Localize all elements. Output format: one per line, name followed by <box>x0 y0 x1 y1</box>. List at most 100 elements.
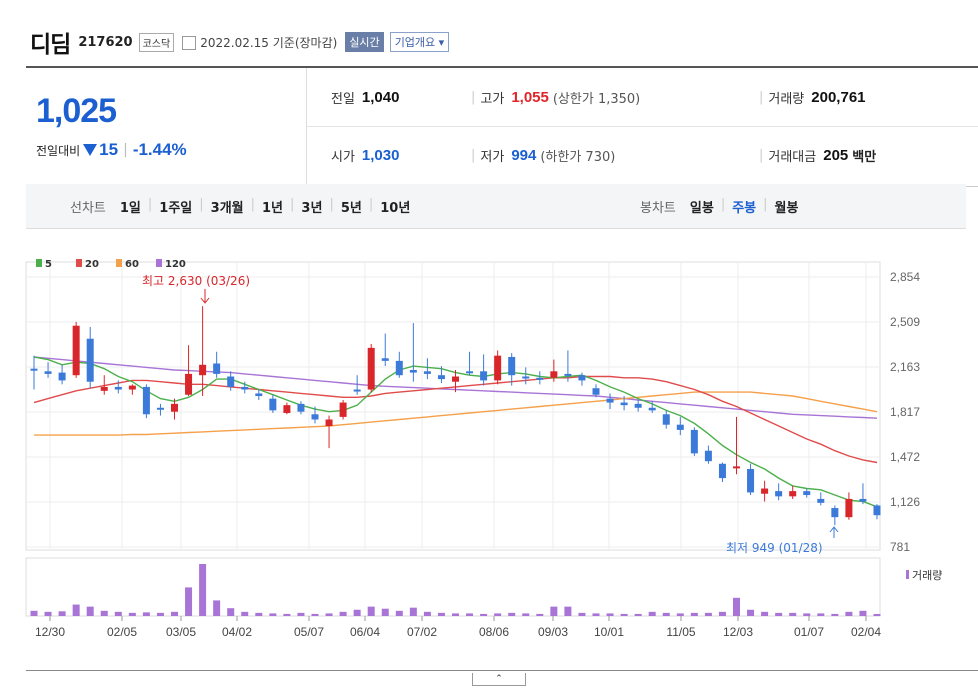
volume-bar <box>128 612 136 616</box>
candle-body <box>775 491 783 497</box>
current-price-box: 1,025 전일대비 15 | -1.44% <box>26 68 307 186</box>
low-annotation: 최저 949 (01/28) <box>726 541 823 555</box>
volume-bar <box>620 613 628 616</box>
volume-bar <box>325 613 333 616</box>
candle-body <box>367 347 375 390</box>
change-label: 전일대비 <box>36 143 81 158</box>
volume-bar <box>775 612 783 616</box>
company-overview-label: 기업개요 <box>394 36 436 49</box>
divider: | <box>290 196 295 212</box>
high-arrow-head <box>200 297 210 304</box>
company-overview-button[interactable]: 기업개요 ▾ <box>389 32 450 52</box>
legend-swatch <box>76 259 82 267</box>
candle-body <box>578 375 586 381</box>
volume-bar <box>718 611 726 616</box>
tab-line-4[interactable]: 3년 <box>301 200 323 216</box>
y-tick-label: 1,472 <box>890 450 920 464</box>
candle-body <box>100 386 108 391</box>
candle-body <box>480 371 488 381</box>
volume-bar <box>508 612 516 616</box>
price-row-2: 시가 1,030 | 저가 994 (하한가 730) | 거래대금 205 백만 <box>307 126 978 184</box>
y-tick-label: 2,509 <box>890 315 920 329</box>
candle-body <box>199 364 207 376</box>
realtime-button[interactable]: 실시간 <box>345 32 384 52</box>
volume-bar <box>690 612 698 616</box>
stock-code: 217620 <box>78 34 133 50</box>
candle-body <box>690 429 698 454</box>
tab-line-2[interactable]: 3개월 <box>210 200 244 216</box>
tab-candle-1[interactable]: 주봉 <box>732 200 757 216</box>
candle-body <box>423 371 431 374</box>
volume-bar <box>297 612 305 616</box>
volume-bar <box>522 613 530 616</box>
low-value: 994 <box>511 146 537 164</box>
stock-chart[interactable]: 2,854 2,509 2,163 1,817 1,472 1,126 781 5 20 60 12… <box>0 240 978 670</box>
prev-close: 전일 1,040 <box>331 68 399 126</box>
candle-body <box>241 386 249 390</box>
volume-label: 거래량 <box>912 569 942 582</box>
line-chart-tabs: 선차트 1일 | 1주일 | 3개월 | 1년 | 3년 | 5년 | 10년 <box>70 184 410 228</box>
volume-bar <box>733 597 740 616</box>
candle-chart-title: 봉차트 <box>640 200 676 216</box>
divider: | <box>329 196 334 212</box>
y-tick-label: 1,817 <box>890 405 920 419</box>
open-value: 1,030 <box>361 146 400 164</box>
divider: | <box>123 142 128 158</box>
high-label: 고가 <box>480 91 505 107</box>
volume-bar <box>255 612 263 616</box>
tab-candle-2[interactable]: 월봉 <box>774 200 799 216</box>
volume-bar <box>185 587 193 616</box>
volume-bar <box>831 613 839 616</box>
candle-body <box>466 371 474 374</box>
tab-candle-0[interactable]: 일봉 <box>689 200 714 216</box>
tab-line-6[interactable]: 10년 <box>380 200 411 216</box>
volume-bar <box>859 610 867 616</box>
candle-body <box>44 371 52 374</box>
prev-label: 전일 <box>331 91 355 107</box>
current-price: 1,025 <box>36 92 117 130</box>
candle-body <box>353 389 361 392</box>
tab-line-1[interactable]: 1주일 <box>159 200 193 216</box>
volume-bar <box>395 610 403 616</box>
stock-name: 디딤 <box>30 32 71 58</box>
divider: | <box>759 147 764 163</box>
high-annotation: 최고 2,630 (03/26) <box>142 274 250 288</box>
candle-body <box>761 488 769 494</box>
x-tick-label: 08/06 <box>479 625 509 639</box>
volume-bar <box>676 613 684 616</box>
amount-label: 거래대금 <box>768 149 817 165</box>
candle-body <box>86 338 94 382</box>
candle-body <box>156 407 164 410</box>
tab-line-0[interactable]: 1일 <box>119 200 141 216</box>
tab-line-3[interactable]: 1년 <box>262 200 284 216</box>
prev-value: 1,040 <box>361 88 400 106</box>
upper-limit: (상한가 1,350) <box>552 91 641 107</box>
candle-body <box>72 325 80 376</box>
volume-bar <box>747 609 755 616</box>
volume-bar <box>817 613 825 616</box>
collapse-toggle-button[interactable]: ⌃ <box>472 673 526 686</box>
candle-body <box>325 419 333 427</box>
candle-body <box>634 403 642 408</box>
volume-bar <box>634 613 642 616</box>
y-tick-label: 1,126 <box>890 495 920 509</box>
volume-bar <box>241 611 249 616</box>
volume-label: 거래량 <box>768 91 805 107</box>
tab-line-5[interactable]: 5년 <box>340 200 362 216</box>
volume-bar <box>283 613 291 616</box>
volume-bar <box>199 564 207 616</box>
price-change: 전일대비 15 | -1.44% <box>36 140 187 160</box>
trade-amount: | 거래대금 205 백만 <box>759 126 876 184</box>
candle-body <box>409 369 417 373</box>
candle-body <box>494 355 502 381</box>
candle-body <box>733 466 740 469</box>
price-panel: 1,025 전일대비 15 | -1.44% 전일 1,040 | 고가 1,055(… <box>26 66 978 187</box>
divider: | <box>471 89 476 105</box>
x-tick-label: 06/04 <box>350 625 380 639</box>
candle-body <box>522 376 530 379</box>
candle-body <box>747 468 755 493</box>
volume-bar <box>409 607 417 616</box>
x-tick-label: 01/07 <box>794 625 824 639</box>
x-tick-label: 07/02 <box>407 625 437 639</box>
volume-bar <box>381 608 389 616</box>
